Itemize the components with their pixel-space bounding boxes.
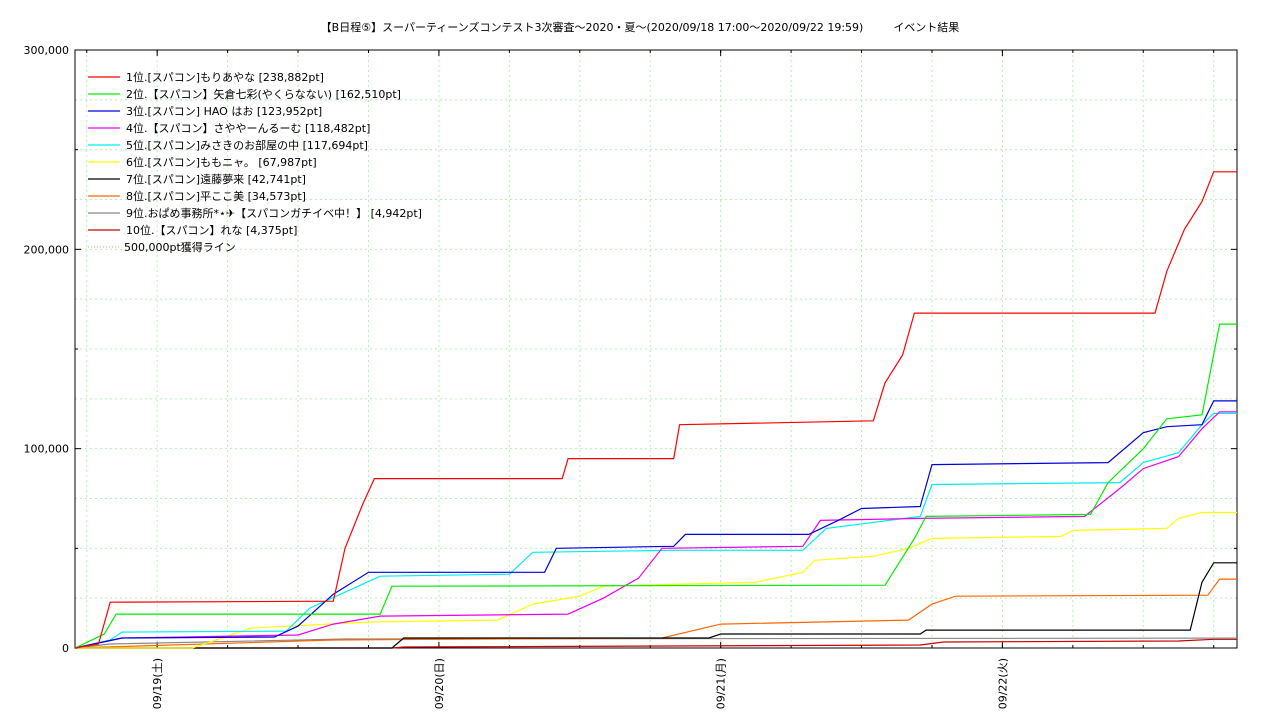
y-tick-label: 0 bbox=[62, 642, 69, 655]
legend-label: 6位.[スパコン]ももニャ。 [67,987pt] bbox=[126, 155, 317, 169]
legend-label: 10位.【スパコン】れな [4,375pt] bbox=[126, 223, 297, 237]
x-tick-label: 09/20(日) bbox=[433, 658, 446, 709]
legend-label: 8位.[スパコン]平ここ美 [34,573pt] bbox=[126, 189, 306, 203]
x-tick-label: 09/19(土) bbox=[151, 658, 164, 709]
legend-label: 5位.[スパコン]みさきのお部屋の中 [117,694pt] bbox=[126, 138, 368, 152]
y-tick-label: 100,000 bbox=[24, 443, 70, 456]
chart-title: 【B日程⑤】スーパーティーンズコンテスト3次審査〜2020・夏〜(2020/09… bbox=[320, 21, 960, 34]
series-line-5 bbox=[74, 412, 1237, 649]
legend-label: 500,000pt獲得ライン bbox=[124, 241, 236, 254]
legend-label: 2位.【スパコン】矢倉七彩(やくらなない) [162,510pt] bbox=[126, 87, 401, 101]
series-line-10 bbox=[75, 638, 1237, 649]
legend-label: 7位.[スパコン]遠藤夢来 [42,741pt] bbox=[126, 172, 306, 186]
chart-title-right: イベント結果 bbox=[893, 21, 960, 34]
series-line-7 bbox=[75, 562, 1237, 649]
x-tick-label: 09/22(火) bbox=[996, 658, 1009, 709]
series-line-2 bbox=[74, 323, 1237, 649]
legend-label: 1位.[スパコン]もりあやな [238,882pt] bbox=[126, 70, 324, 84]
x-tick-label: 09/21(月) bbox=[715, 658, 728, 709]
y-tick-label: 200,000 bbox=[24, 243, 70, 256]
y-tick-label: 300,000 bbox=[24, 44, 70, 57]
series-line-1 bbox=[74, 171, 1237, 649]
series-line-8 bbox=[74, 578, 1237, 649]
legend-label: 4位.【スパコン】さややーんるーむ [118,482pt] bbox=[126, 121, 370, 135]
series-line-3 bbox=[74, 400, 1237, 649]
series-line-6 bbox=[75, 511, 1237, 649]
series-line-4 bbox=[74, 411, 1237, 649]
series-line-9 bbox=[74, 637, 1238, 649]
legend-label: 9位.おぱめ事務所*⋆✈【スパコンガチイベ中！】 [4,942pt] bbox=[126, 206, 422, 220]
legend-label: 3位.[スパコン] HAO はお [123,952pt] bbox=[126, 104, 322, 118]
